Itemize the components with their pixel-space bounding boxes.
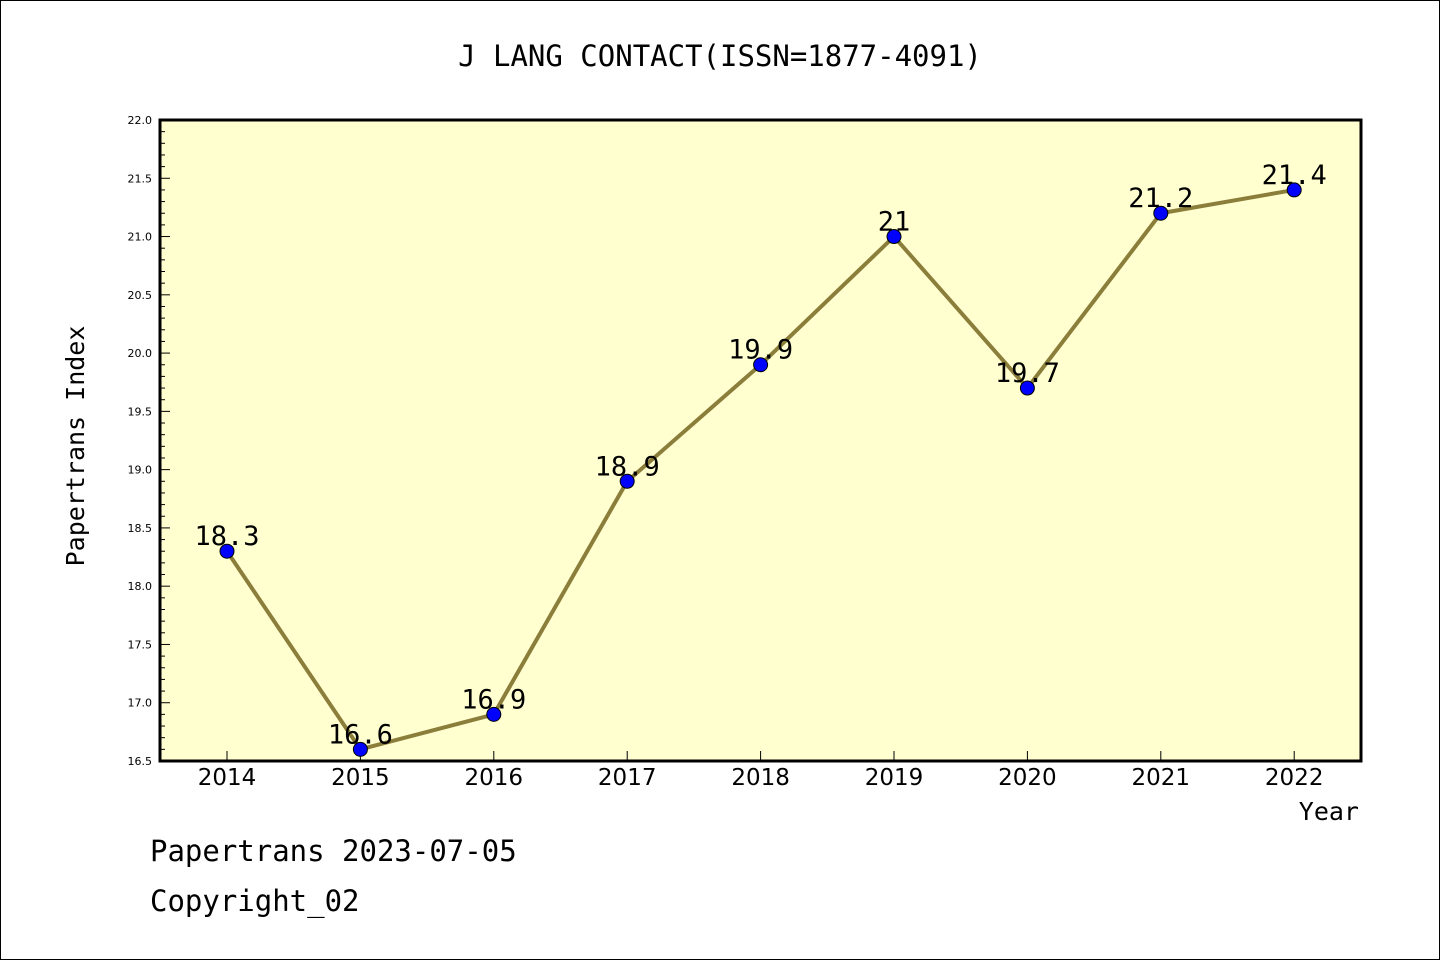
x-axis-ticks: 2014 2015 2016 2017 2018 2019 2020 2021 2022 (198, 751, 1324, 791)
data-label: 19.9 (728, 335, 793, 366)
data-point (1153, 205, 1169, 221)
y-axis-label: Papertrans Index (61, 326, 90, 567)
y-tick-label: 21.0 (128, 231, 153, 244)
data-point (753, 357, 769, 373)
data-label: 16.9 (461, 684, 526, 715)
data-label: 16.6 (328, 719, 393, 750)
x-tick-label: 2020 (998, 765, 1057, 791)
x-tick-label: 2021 (1132, 765, 1191, 791)
plot-area (160, 120, 1361, 761)
footer-date: Papertrans 2023-07-05 (150, 834, 517, 868)
data-label: 21 (878, 207, 911, 238)
x-tick-label: 2018 (731, 765, 790, 791)
y-axis-ticks: 16.5 17.0 17.5 18.0 18.5 19.0 19.5 20.0 20.5 21.0… (128, 114, 170, 768)
x-tick-label: 2014 (198, 765, 257, 791)
y-tick-label: 17.0 (128, 697, 153, 710)
data-label: 21.2 (1128, 183, 1193, 214)
data-point (352, 741, 368, 757)
x-tick-label: 2019 (865, 765, 924, 791)
data-point (1286, 182, 1302, 198)
y-tick-label: 16.5 (128, 755, 153, 768)
y-tick-label: 19.5 (128, 405, 153, 418)
chart-title: J LANG CONTACT(ISSN=1877-4091) (458, 39, 982, 73)
y-tick-label: 21.5 (128, 172, 153, 185)
y-tick-label: 18.5 (128, 522, 153, 535)
x-tick-label: 2022 (1265, 765, 1324, 791)
data-point (1019, 380, 1035, 396)
y-tick-label: 20.5 (128, 289, 153, 302)
plot-border (158, 118, 1363, 763)
x-axis-label: Year (1299, 797, 1359, 826)
data-point (486, 706, 502, 722)
x-tick-label: 2017 (598, 765, 657, 791)
y-tick-label: 17.5 (128, 638, 153, 651)
y-tick-label: 22.0 (128, 114, 153, 127)
x-tick-label: 2016 (465, 765, 524, 791)
y-tick-label: 19.0 (128, 464, 153, 477)
data-point (219, 543, 235, 559)
data-point (619, 473, 635, 489)
data-label: 19.7 (995, 358, 1060, 389)
y-tick-label: 18.0 (128, 580, 153, 593)
data-point (886, 229, 902, 245)
y-tick-label: 20.0 (128, 347, 153, 360)
data-label: 21.4 (1262, 160, 1327, 191)
data-labels-group: 18.3 16.6 16.9 18.9 19.9 21 19.7 21.2 21.4 (194, 160, 1326, 750)
data-label: 18.3 (194, 521, 259, 552)
data-label: 18.9 (595, 451, 660, 482)
series-line-group (219, 182, 1302, 757)
footer-copyright: Copyright_02 (150, 884, 360, 918)
x-tick-label: 2015 (331, 765, 390, 791)
